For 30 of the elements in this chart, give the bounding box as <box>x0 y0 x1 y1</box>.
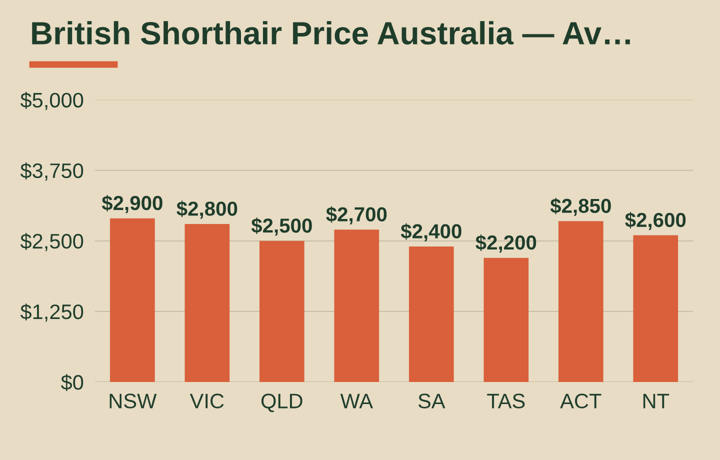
data-label: $2,850 <box>550 198 611 216</box>
data-label: $2,600 <box>625 212 686 230</box>
x-tick-label: ACT <box>560 394 602 408</box>
bar <box>408 246 454 382</box>
y-tick-label: $1,250 <box>20 304 84 322</box>
data-label: $2,900 <box>102 195 162 214</box>
bar <box>558 221 604 382</box>
x-tick-label: NT <box>643 394 670 408</box>
y-tick-label: $2,500 <box>20 233 84 252</box>
data-label: $2,800 <box>176 200 238 219</box>
bar <box>484 258 529 382</box>
x-tick-label: VIC <box>190 394 224 408</box>
chart-title: British Shorthair Price Australia — Av… <box>32 21 630 45</box>
y-tick-label: $3,750 <box>20 162 84 181</box>
data-label: $2,500 <box>251 218 312 236</box>
bar <box>334 230 380 382</box>
y-tick-label: $0 <box>60 374 84 391</box>
x-tick-label: WA <box>340 394 373 408</box>
x-tick-label: NSW <box>110 394 157 408</box>
x-tick-label: TAS <box>487 394 525 408</box>
bar <box>259 240 304 382</box>
x-tick-label: QLD <box>261 394 302 412</box>
x-tick-label: SA <box>418 394 446 408</box>
bar <box>184 224 230 382</box>
data-label: $2,400 <box>400 223 462 242</box>
data-label: $2,700 <box>326 206 387 224</box>
bar <box>633 235 678 382</box>
data-label: $2,200 <box>476 234 536 253</box>
bar <box>110 218 155 382</box>
y-tick-label: $5,000 <box>20 92 84 110</box>
